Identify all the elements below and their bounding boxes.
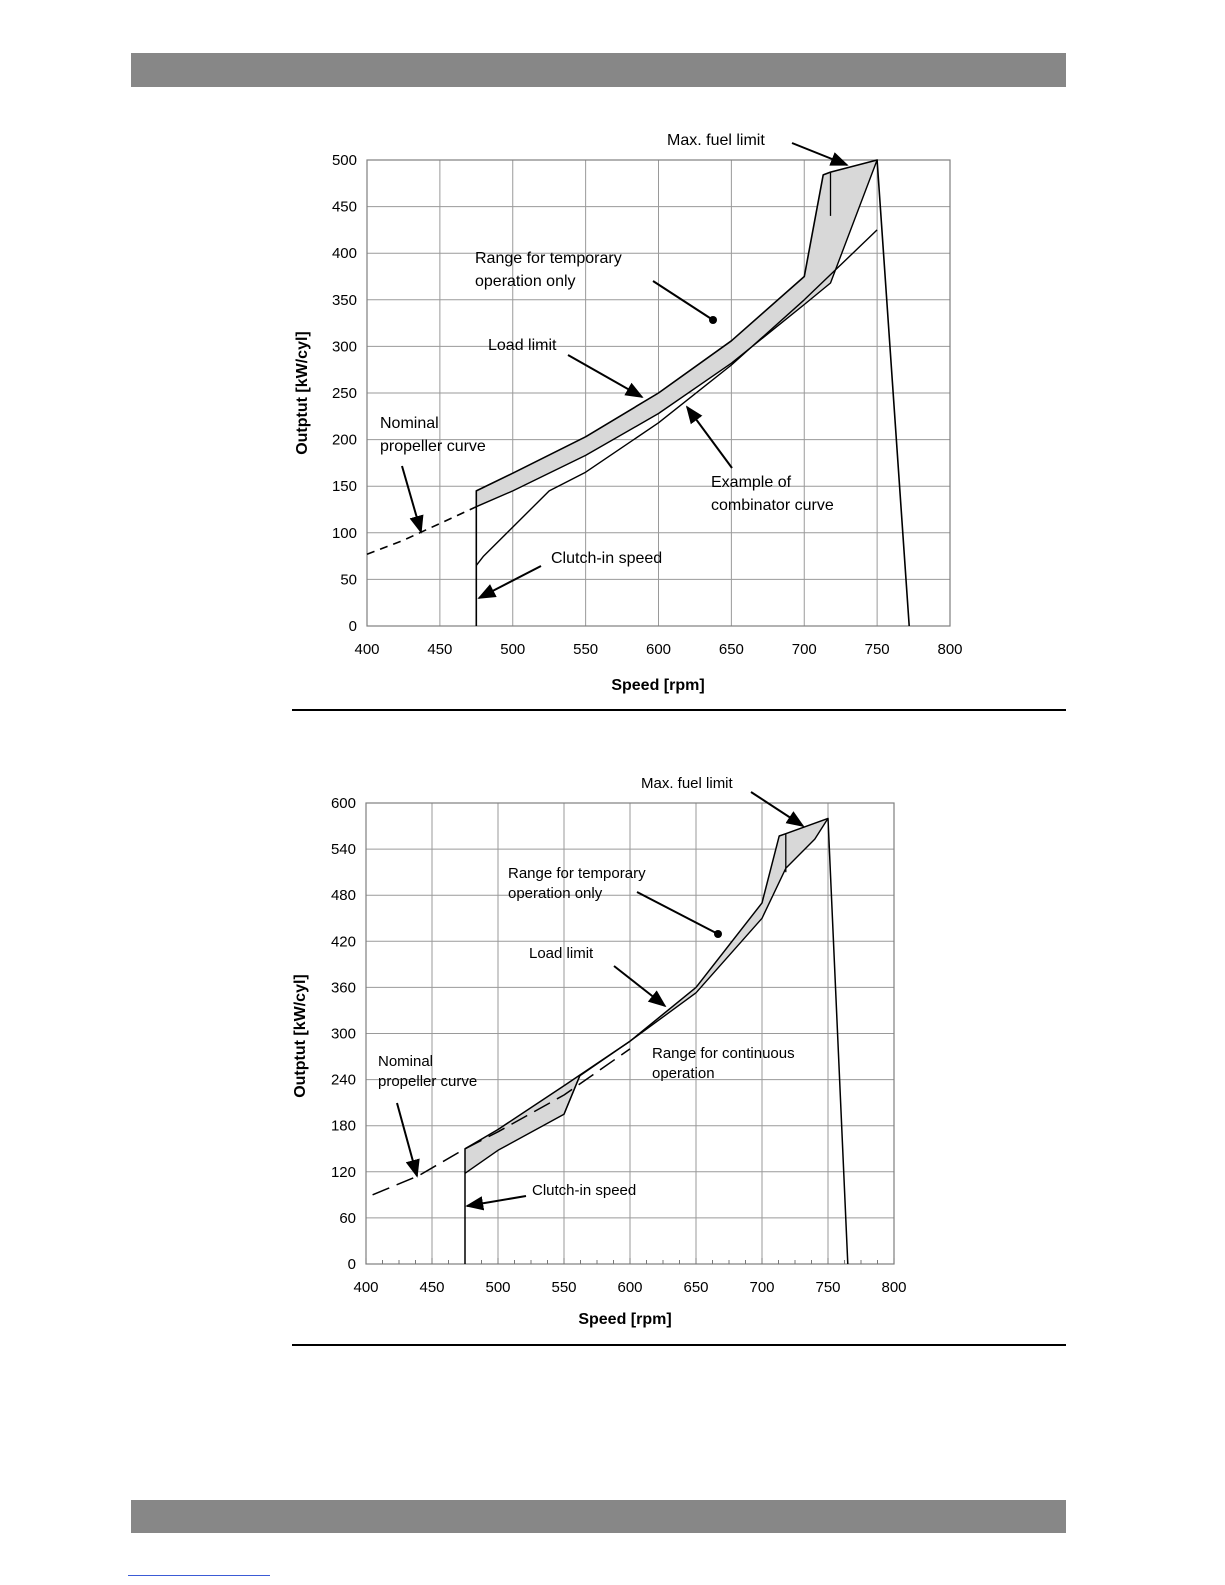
chart2-x-tick-label: 450 <box>419 1279 444 1296</box>
chart2-annotation-text: Max. fuel limit <box>641 775 734 792</box>
chart2-x-tick-label: 400 <box>353 1279 378 1296</box>
chart1-annotation-text: propeller curve <box>380 438 486 455</box>
chart2-x-tick-label: 700 <box>749 1279 774 1296</box>
chart2-annotation-arrow <box>465 1195 527 1211</box>
chart-1: 400 450 500 550 600 650 700 750 800 0 50 100 150 200 2… <box>294 132 963 694</box>
chart1-y-tick-label: 500 <box>332 152 357 169</box>
chart1-annotation-arrow <box>685 405 733 469</box>
chart2-annotation-arrow <box>396 1102 420 1178</box>
chart2-annotation-text: operation <box>652 1065 715 1082</box>
chart2-y-axis-title: Outptut [kW/cyl] <box>292 974 309 1098</box>
chart1-plot-frame <box>366 159 951 627</box>
chart1-y-tick-label: 50 <box>340 571 357 588</box>
chart1-y-tick-label: 250 <box>332 385 357 402</box>
chart2-annotation-text: Range for continuous <box>652 1045 795 1062</box>
chart2-x-tick-label: 800 <box>881 1279 906 1296</box>
chart2-annotation-arrow <box>750 791 805 827</box>
chart1-x-tick-label: 550 <box>573 641 598 658</box>
chart2-annotation-text: Load limit <box>529 945 594 962</box>
chart2-annotation-text: operation only <box>508 885 603 902</box>
chart1-annotation-arrow <box>477 565 542 599</box>
chart1-x-tick-label: 800 <box>937 641 962 658</box>
chart1-series-load-limit <box>476 159 878 508</box>
chart2-y-tick-label: 120 <box>331 1164 356 1181</box>
header-bar <box>131 53 1066 87</box>
chart1-annotation-text: Range for temporary <box>475 250 622 267</box>
chart1-annotation-text: combinator curve <box>711 497 834 514</box>
chart1-series-max-fuel-limit <box>475 159 910 627</box>
chart1-y-tick-label: 150 <box>332 478 357 495</box>
chart2-y-tick-label: 600 <box>331 795 356 812</box>
chart2-y-tick-label: 60 <box>339 1210 356 1227</box>
chart1-annotation-text: Max. fuel limit <box>667 132 765 149</box>
chart2-series-nominal-propeller-curve <box>372 1048 631 1196</box>
chart1-annotation-arrow <box>652 280 714 321</box>
chart1-y-tick-label: 450 <box>332 199 357 216</box>
chart2-x-tick-label: 500 <box>485 1279 510 1296</box>
chart2-y-tick-label: 300 <box>331 1026 356 1043</box>
footer-link-underline <box>128 1575 270 1576</box>
chart1-x-tick-label: 750 <box>865 641 890 658</box>
chart-2: 400 450 500 550 600 650 700 750 800 0 60 120 180 240 3… <box>292 775 907 1328</box>
chart2-y-tick-label: 480 <box>331 887 356 904</box>
chart1-annotation-dot <box>709 316 717 324</box>
chart2-x-tick-label: 550 <box>551 1279 576 1296</box>
chart2-annotation-text: Clutch-in speed <box>532 1182 636 1199</box>
chart1-x-tick-label: 650 <box>719 641 744 658</box>
chart2-annotation-text: Nominal <box>378 1053 433 1070</box>
chart1-x-tick-label: 400 <box>354 641 379 658</box>
chart2-series-load-limit <box>464 818 829 1174</box>
chart1-x-tick-label: 450 <box>427 641 452 658</box>
chart1-x-tick-label: 600 <box>646 641 671 658</box>
chart1-annotation-text: Example of <box>711 474 792 491</box>
chart1-x-tick-label: 500 <box>500 641 525 658</box>
chart1-y-tick-label: 350 <box>332 292 357 309</box>
chart1-annotation-arrow <box>791 142 849 166</box>
chart1-annotation-text: Load limit <box>488 337 557 354</box>
chart1-y-axis-title: Outptut [kW/cyl] <box>294 331 311 455</box>
chart1-x-axis-title: Speed [rpm] <box>611 677 704 694</box>
chart2-boundary-segment <box>563 1075 581 1115</box>
chart2-y-tick-label: 0 <box>348 1256 356 1273</box>
footer-bar <box>131 1500 1066 1533</box>
chart1-y-tick-label: 300 <box>332 338 357 355</box>
chart2-y-tick-label: 180 <box>331 1118 356 1135</box>
chart2-annotation-text: Range for temporary <box>508 865 646 882</box>
chart2-annotation-text: propeller curve <box>378 1073 477 1090</box>
chart2-annotation-dot <box>714 930 722 938</box>
chart1-y-tick-label: 0 <box>349 618 357 635</box>
chart1-series-example-of-combinator-curve <box>475 229 878 566</box>
chart2-x-axis-title: Speed [rpm] <box>578 1311 671 1328</box>
chart1-annotation-text: operation only <box>475 273 576 290</box>
chart2-y-tick-label: 360 <box>331 979 356 996</box>
chart2-annotation-arrow <box>636 891 719 935</box>
chart1-annotation-text: Nominal <box>380 415 439 432</box>
chart2-x-tick-label: 750 <box>815 1279 840 1296</box>
chart1-y-tick-label: 100 <box>332 525 357 542</box>
chart1-y-tick-label: 200 <box>332 432 357 449</box>
chart1-x-tick-label: 700 <box>792 641 817 658</box>
chart1-annotation-arrow <box>401 465 424 534</box>
chart1-y-tick-label: 400 <box>332 245 357 262</box>
chart-1-divider <box>292 709 1066 711</box>
chart2-y-tick-label: 240 <box>331 1072 356 1089</box>
chart2-series-max-fuel-limit <box>464 817 849 1265</box>
chart2-x-tick-label: 650 <box>683 1279 708 1296</box>
chart1-annotation-arrow <box>567 354 644 398</box>
chart1-annotation-text: Clutch-in speed <box>551 550 662 567</box>
chart2-y-tick-label: 540 <box>331 841 356 858</box>
chart2-x-tick-label: 600 <box>617 1279 642 1296</box>
chart-2-divider <box>292 1344 1066 1346</box>
chart2-annotation-arrow <box>613 965 667 1008</box>
chart2-temporary-range-area <box>465 818 828 1174</box>
chart2-y-tick-label: 420 <box>331 933 356 950</box>
